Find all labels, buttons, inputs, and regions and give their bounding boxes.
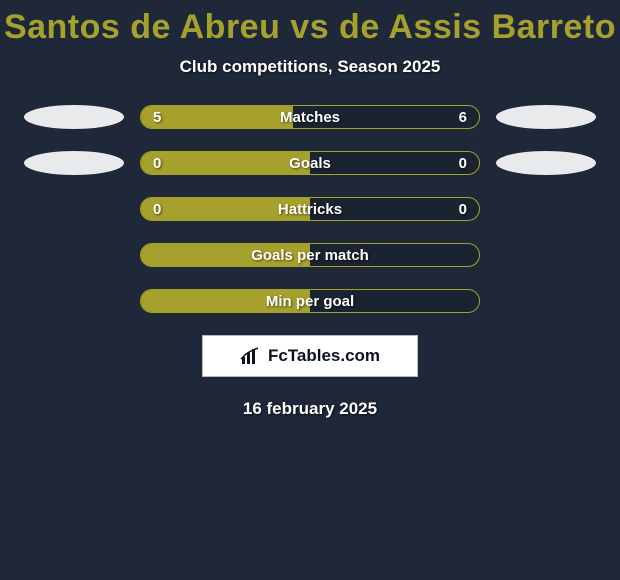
stat-label: Hattricks	[141, 198, 479, 221]
team-badge-right	[496, 243, 596, 267]
team-badge-left	[24, 197, 124, 221]
team-badge-left	[24, 105, 124, 129]
stat-row: 00Hattricks	[0, 197, 620, 221]
team-badge-left	[24, 151, 124, 175]
stat-bar: 00Hattricks	[140, 197, 480, 221]
team-badge-right	[496, 289, 596, 313]
stat-label: Goals	[141, 152, 479, 175]
team-badge-right	[496, 105, 596, 129]
brand-logo-box: FcTables.com	[202, 335, 418, 377]
team-badge-left	[24, 243, 124, 267]
stat-label: Matches	[141, 106, 479, 129]
stat-rows: 56Matches 00Goals 00Hattricks Goals per mat…	[0, 105, 620, 313]
stat-row: Min per goal	[0, 289, 620, 313]
stat-label: Min per goal	[141, 290, 479, 313]
team-badge-right	[496, 197, 596, 221]
stat-row: 00Goals	[0, 151, 620, 175]
footer-date: 16 february 2025	[0, 399, 620, 419]
stat-bar: 00Goals	[140, 151, 480, 175]
stat-row: Goals per match	[0, 243, 620, 267]
stat-label: Goals per match	[141, 244, 479, 267]
stat-bar: Min per goal	[140, 289, 480, 313]
subtitle: Club competitions, Season 2025	[0, 57, 620, 77]
stat-bar: Goals per match	[140, 243, 480, 267]
team-badge-right	[496, 151, 596, 175]
stat-bar: 56Matches	[140, 105, 480, 129]
chart-icon	[240, 347, 262, 365]
page-title: Santos de Abreu vs de Assis Barreto	[0, 0, 620, 47]
team-badge-left	[24, 289, 124, 313]
stat-row: 56Matches	[0, 105, 620, 129]
brand-text: FcTables.com	[268, 346, 380, 366]
